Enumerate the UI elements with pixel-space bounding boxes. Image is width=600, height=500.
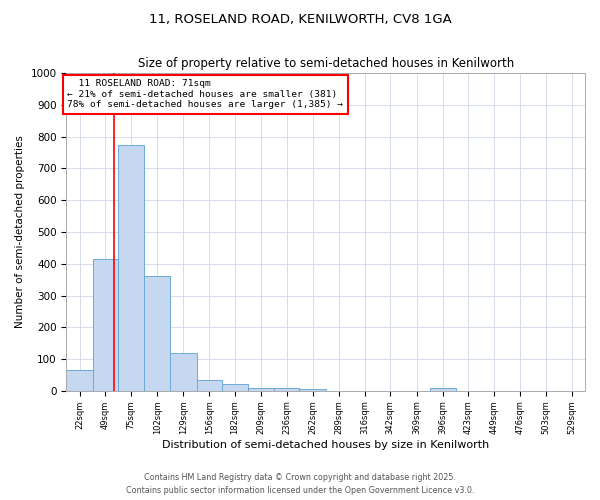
Text: 11 ROSELAND ROAD: 71sqm
← 21% of semi-detached houses are smaller (381)
78% of s: 11 ROSELAND ROAD: 71sqm ← 21% of semi-de… xyxy=(67,80,343,109)
Bar xyxy=(92,259,118,391)
Bar xyxy=(299,390,326,391)
Text: Contains HM Land Registry data © Crown copyright and database right 2025.
Contai: Contains HM Land Registry data © Crown c… xyxy=(126,474,474,495)
Bar xyxy=(67,370,92,391)
Bar xyxy=(118,144,144,391)
Bar xyxy=(430,388,456,391)
X-axis label: Distribution of semi-detached houses by size in Kenilworth: Distribution of semi-detached houses by … xyxy=(162,440,490,450)
Bar xyxy=(197,380,222,391)
Bar xyxy=(170,352,197,391)
Bar xyxy=(248,388,274,391)
Y-axis label: Number of semi-detached properties: Number of semi-detached properties xyxy=(15,136,25,328)
Bar xyxy=(144,276,170,391)
Bar xyxy=(274,388,299,391)
Text: 11, ROSELAND ROAD, KENILWORTH, CV8 1GA: 11, ROSELAND ROAD, KENILWORTH, CV8 1GA xyxy=(149,12,451,26)
Bar xyxy=(222,384,248,391)
Title: Size of property relative to semi-detached houses in Kenilworth: Size of property relative to semi-detach… xyxy=(137,58,514,70)
